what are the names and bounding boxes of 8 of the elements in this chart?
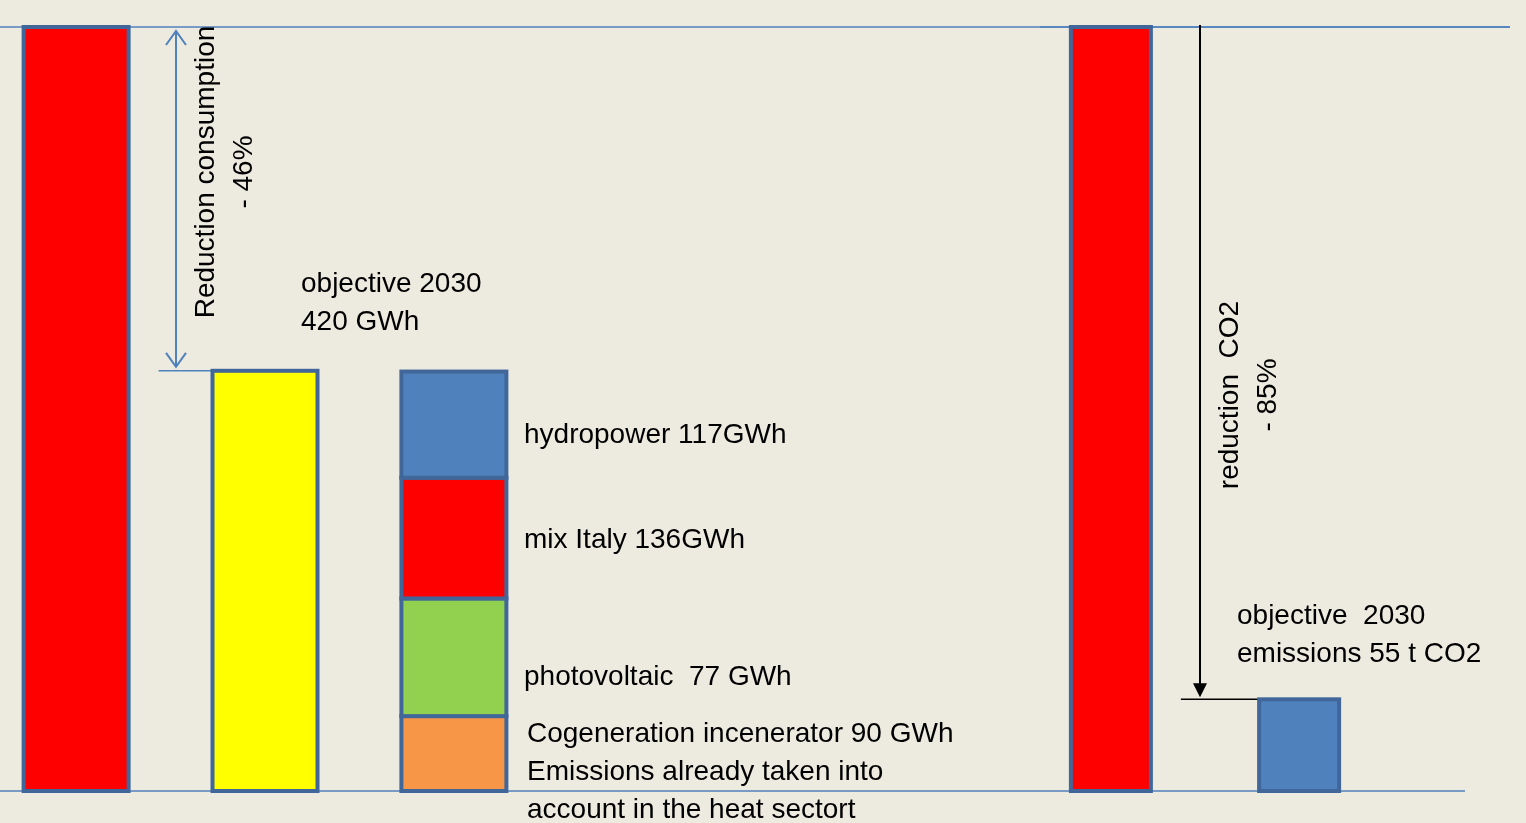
annotation: Reduction consumption - 46% (189, 25, 258, 319)
annotation: reduction CO2 - 85% (1213, 300, 1282, 490)
annotation: Cogeneration incenerator 90 GWh Emissions already taken into account in the heat sectort (527, 717, 954, 823)
annotation: hydropower 117GWh (524, 418, 787, 449)
annotation: photovoltaic 77 GWh (524, 660, 792, 691)
annotation: objective 2030 420 GWh (301, 267, 482, 336)
annotation: objective 2030 emissions 55 t CO2 (1237, 599, 1482, 668)
annotation: mix Italy 136GWh (524, 523, 745, 554)
